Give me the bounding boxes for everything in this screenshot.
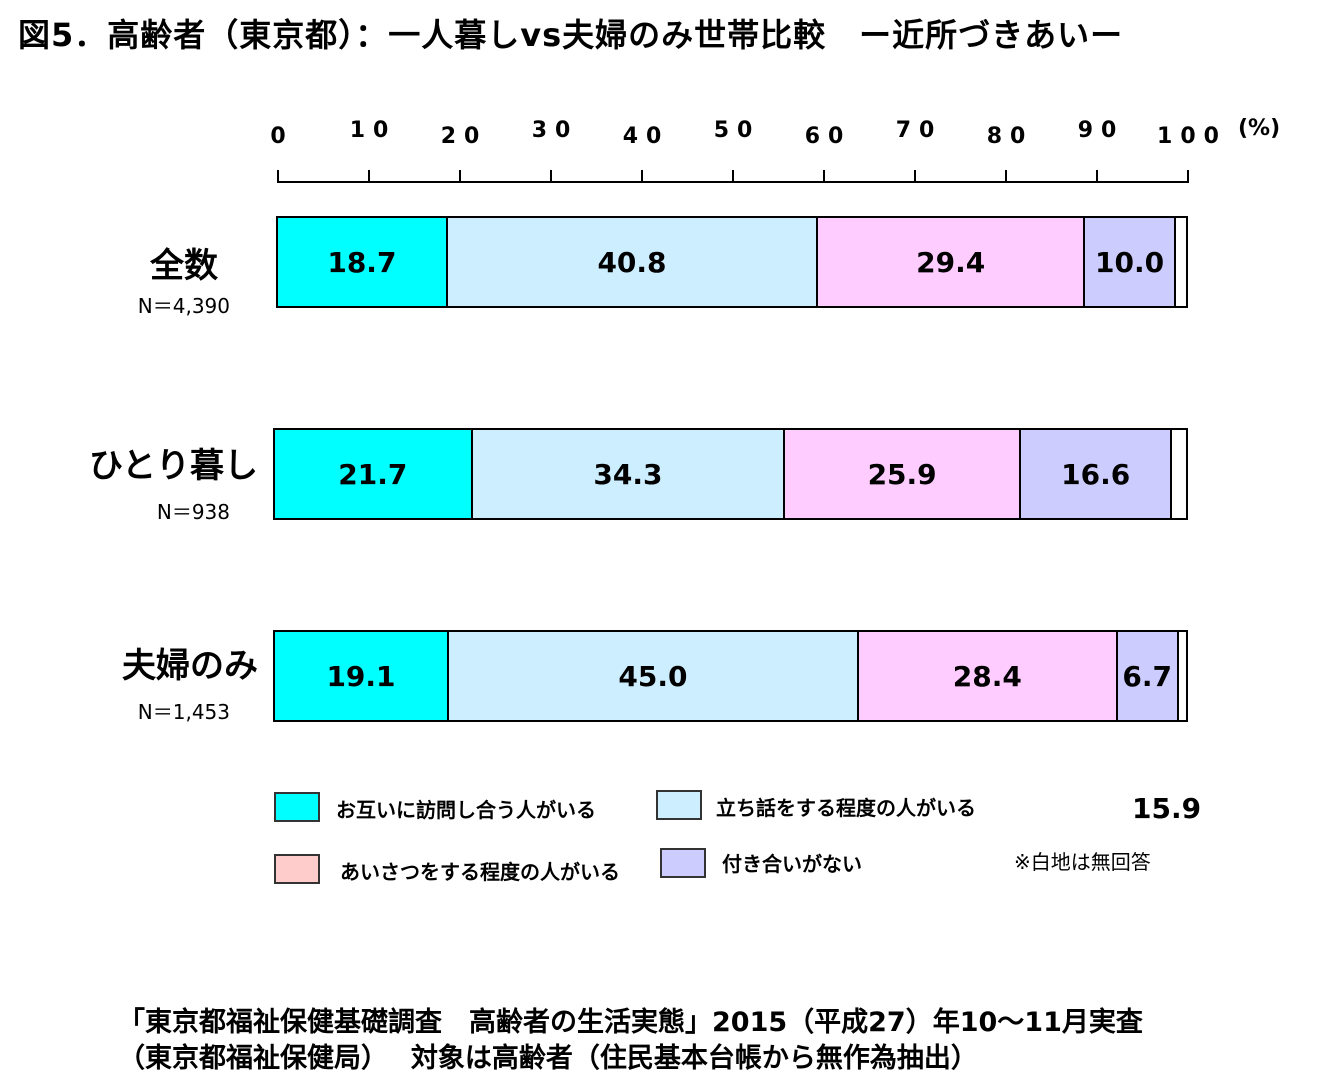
- legend-swatch: [660, 848, 706, 878]
- row-label: 夫婦のみ: [122, 646, 258, 686]
- bar-segment: 28.4: [858, 632, 1118, 720]
- legend-swatch: [274, 854, 320, 884]
- row-sample-size: N＝1,453: [137, 700, 230, 724]
- x-tick-label: 100: [1157, 124, 1227, 149]
- stacked-bar: 21.7 34.3 25.9 16.6: [273, 428, 1188, 520]
- x-tick-label: 80: [986, 124, 1034, 149]
- x-axis-unit: (%): [1238, 116, 1281, 141]
- x-tick-label: 50: [713, 118, 761, 143]
- bar-segment: 25.9: [785, 430, 1022, 518]
- source-line-2: （東京都福祉保健局） 対象は高齢者（住民基本台帳から無作為抽出）: [118, 1043, 978, 1074]
- legend-swatch: [656, 790, 702, 820]
- row-sample-size: N＝938: [156, 500, 230, 524]
- x-tick-label: 40: [622, 124, 670, 149]
- row-label: ひとり暮し: [89, 446, 258, 486]
- x-tick-label: 20: [440, 124, 488, 149]
- no-answer-note: ※白地は無回答: [1014, 850, 1151, 874]
- stacked-bar: 18.7 40.8 29.4 10.0: [276, 216, 1188, 308]
- x-tick-label: 30: [531, 118, 579, 143]
- bar-segment: 34.3: [472, 430, 786, 518]
- bar-segment: 6.7: [1117, 632, 1179, 720]
- bar-segment: 10.0: [1085, 218, 1176, 306]
- chart-title: 図5．高齢者（東京都）：一人暮しvs夫婦のみ世帯比較 ー近所づきあいー: [18, 16, 1124, 54]
- bar-segment: 45.0: [449, 632, 859, 720]
- bar-segment: 19.1: [275, 632, 449, 720]
- x-tick-label: 10: [349, 118, 397, 143]
- legend-label: あいさつをする程度の人がいる: [340, 860, 620, 884]
- stray-value-label: 15.9: [1132, 792, 1202, 825]
- x-tick-label: 70: [895, 118, 943, 143]
- x-tick-label: 0: [270, 124, 294, 149]
- bar-segment: 29.4: [818, 218, 1086, 306]
- legend-label: 立ち話をする程度の人がいる: [716, 796, 976, 820]
- bar-segment: 40.8: [447, 218, 819, 306]
- legend-label: お互いに訪問し合う人がいる: [336, 798, 596, 822]
- x-tick-label: 60: [804, 124, 852, 149]
- stacked-bar: 19.1 45.0 28.4 6.7: [273, 630, 1188, 722]
- x-axis: [277, 170, 1189, 183]
- source-line-1: 「東京都福祉保健基礎調査 高齢者の生活実態」2015（平成27）年10～11月実…: [118, 1007, 1143, 1038]
- row-sample-size: N＝4,390: [137, 294, 230, 318]
- bar-segment: 16.6: [1021, 430, 1173, 518]
- legend-swatch: [274, 792, 320, 822]
- bar-segment: 18.7: [278, 218, 448, 306]
- legend-label: 付き合いがない: [722, 852, 862, 876]
- bar-segment: 21.7: [275, 430, 473, 518]
- row-label: 全数: [150, 246, 218, 286]
- x-tick-label: 90: [1077, 118, 1125, 143]
